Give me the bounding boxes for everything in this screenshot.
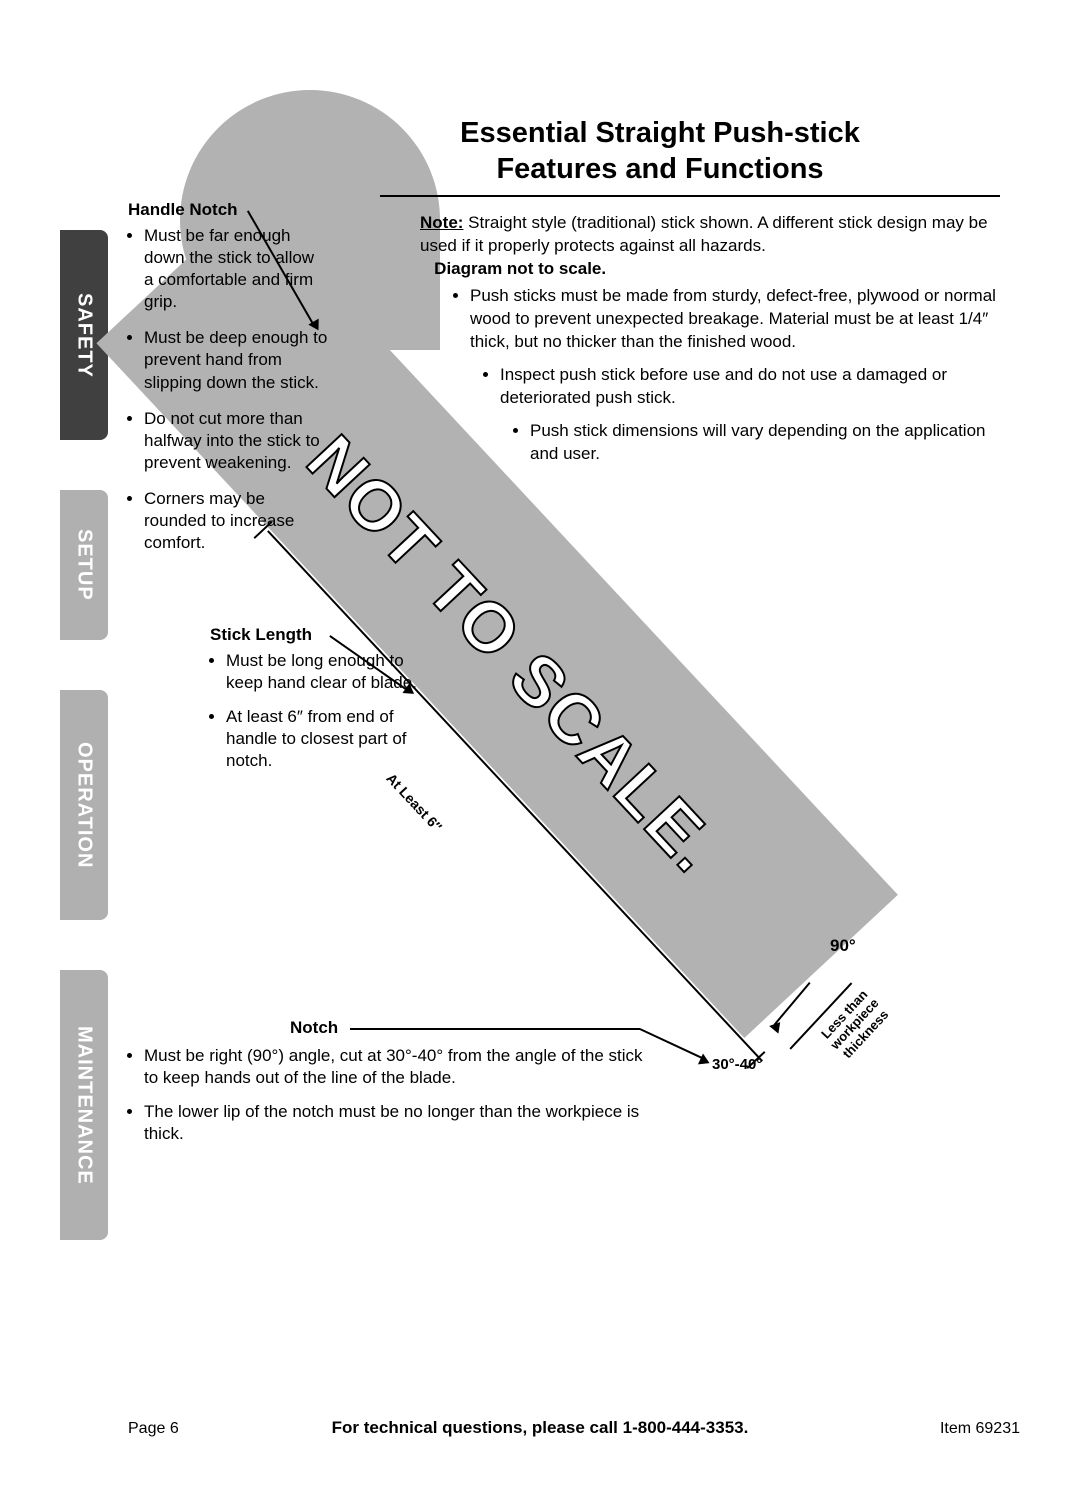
- sl-item-2: At least 6″ from end of handle to closes…: [226, 706, 420, 772]
- thirty-forty-label: 30°-40°: [712, 1056, 762, 1073]
- right-bullet-3: Push stick dimensions will vary dependin…: [530, 420, 1000, 466]
- right-bullets: Push sticks must be made from sturdy, de…: [470, 285, 1000, 476]
- note-text: Straight style (traditional) stick shown…: [420, 213, 988, 255]
- hn-item-4: Corners may be rounded to increase comfo…: [144, 488, 328, 554]
- title-rule: [380, 195, 1000, 197]
- handle-notch-list: Must be far enough down the stick to all…: [128, 225, 328, 568]
- footer-phone: For technical questions, please call 1-8…: [0, 1418, 1080, 1438]
- note-scale: Diagram not to scale.: [434, 259, 606, 278]
- notch-heading-line: [350, 1028, 640, 1030]
- tab-safety[interactable]: SAFETY: [60, 230, 108, 440]
- sl-item-1: Must be long enough to keep hand clear o…: [226, 650, 420, 694]
- tab-setup[interactable]: SETUP: [60, 490, 108, 640]
- stick-length-list: Must be long enough to keep hand clear o…: [210, 650, 420, 784]
- hn-item-2: Must be deep enough to prevent hand from…: [144, 327, 328, 393]
- right-bullet-1: Push sticks must be made from sturdy, de…: [470, 285, 1000, 354]
- hn-item-3: Do not cut more than halfway into the st…: [144, 408, 328, 474]
- right-bullet-2: Inspect push stick before use and do not…: [500, 364, 1000, 410]
- title-line2: Features and Functions: [496, 153, 823, 185]
- title-line1: Essential Straight Push-stick: [460, 117, 860, 149]
- tab-maintenance[interactable]: MAINTENANCE: [60, 970, 108, 1240]
- handle-notch-heading: Handle Notch: [128, 200, 238, 220]
- n-item-1: Must be right (90°) angle, cut at 30°-40…: [144, 1045, 648, 1089]
- n-item-2: The lower lip of the notch must be no lo…: [144, 1101, 648, 1145]
- page-title: Essential Straight Push-stick Features a…: [380, 115, 940, 188]
- pointer-90deg: [774, 982, 811, 1025]
- note-lead: Note:: [420, 213, 463, 232]
- arrowhead-90deg: [769, 1018, 785, 1033]
- ninety-degree-label: 90°: [830, 936, 856, 956]
- notch-heading: Notch: [290, 1018, 338, 1038]
- footer-item: Item 69231: [940, 1420, 1020, 1438]
- less-than-thickness-label: Less than workpiece thickness: [802, 970, 908, 1080]
- notch-list: Must be right (90°) angle, cut at 30°-40…: [128, 1045, 648, 1157]
- note-block: Note: Straight style (traditional) stick…: [420, 212, 995, 281]
- stick-length-heading: Stick Length: [210, 625, 312, 645]
- pointer-notch: [640, 1028, 704, 1059]
- tab-operation[interactable]: OPERATION: [60, 690, 108, 920]
